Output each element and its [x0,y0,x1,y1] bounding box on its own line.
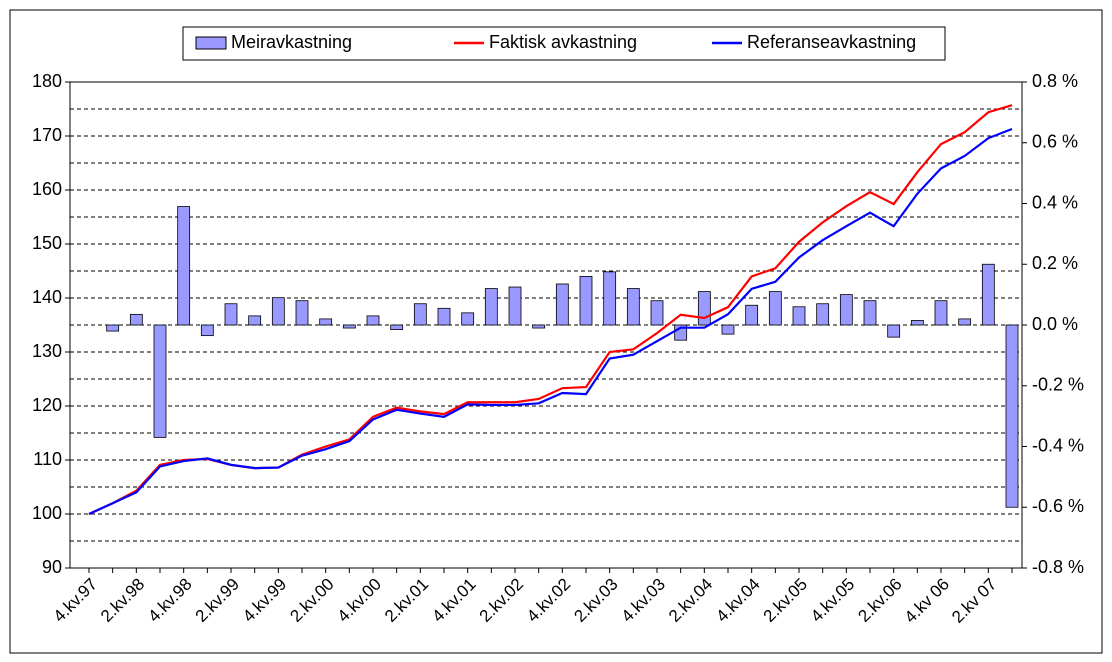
bar [887,324,901,338]
bar [555,283,569,326]
bar [342,324,356,329]
bar [484,288,498,326]
bar [910,320,924,326]
y-tick-label: 90 [42,557,62,577]
bar [958,318,972,326]
bar [721,324,735,335]
bar [366,315,380,326]
y2-tick-label: -0.6 % [1032,496,1084,516]
bar [816,303,830,326]
bar [177,206,191,326]
y-tick-label: 150 [32,233,62,253]
legend-swatch [195,36,227,50]
bar [839,294,853,326]
legend-label: Referanseavkastning [747,32,916,52]
y2-tick-label: -0.8 % [1032,557,1084,577]
bar [934,300,948,326]
y2-tick-label: 0.6 % [1032,132,1078,152]
bar [200,324,214,337]
bar [792,306,806,326]
legend-label: Faktisk avkastning [489,32,637,52]
bar [295,300,309,326]
bar [224,303,238,326]
chart-frame [9,9,1103,654]
y-tick-label: 140 [32,287,62,307]
bar [129,313,143,326]
y2-tick-label: -0.4 % [1032,435,1084,455]
bar [745,304,759,326]
y-tick-label: 180 [32,71,62,91]
bar [390,324,404,330]
line [88,127,1013,516]
y-tick-label: 160 [32,179,62,199]
bar [248,315,262,326]
bar [697,291,711,326]
bar [863,300,877,326]
bar [437,307,451,326]
bar [626,288,640,326]
legend: Meiravkastning Faktisk avkastning Referans… [182,26,946,61]
bar [153,324,167,438]
bar [413,303,427,326]
y-tick-label: 170 [32,125,62,145]
bar [532,324,546,329]
bar [981,263,995,326]
bar [1005,324,1019,508]
legend-box [182,26,946,61]
y2-tick-label: 0.8 % [1032,71,1078,91]
y-tick-label: 130 [32,341,62,361]
legend-label: Meiravkastning [231,32,352,52]
bar [650,300,664,326]
bar [579,275,593,326]
bar [461,312,475,326]
y2-tick-label: 0.4 % [1032,192,1078,212]
bar [319,318,333,326]
y-tick-label: 110 [33,449,62,469]
y2-tick-label: 0.2 % [1032,253,1078,273]
y2-tick-label: 0.0 % [1032,314,1078,334]
bar [603,271,617,326]
y2-tick-label: -0.2 % [1032,375,1084,395]
bar [508,286,522,326]
y-tick-label: 100 [32,503,62,523]
bar [106,324,120,332]
bar [271,297,285,326]
bar [768,291,782,326]
y-tick-label: 120 [32,395,62,415]
